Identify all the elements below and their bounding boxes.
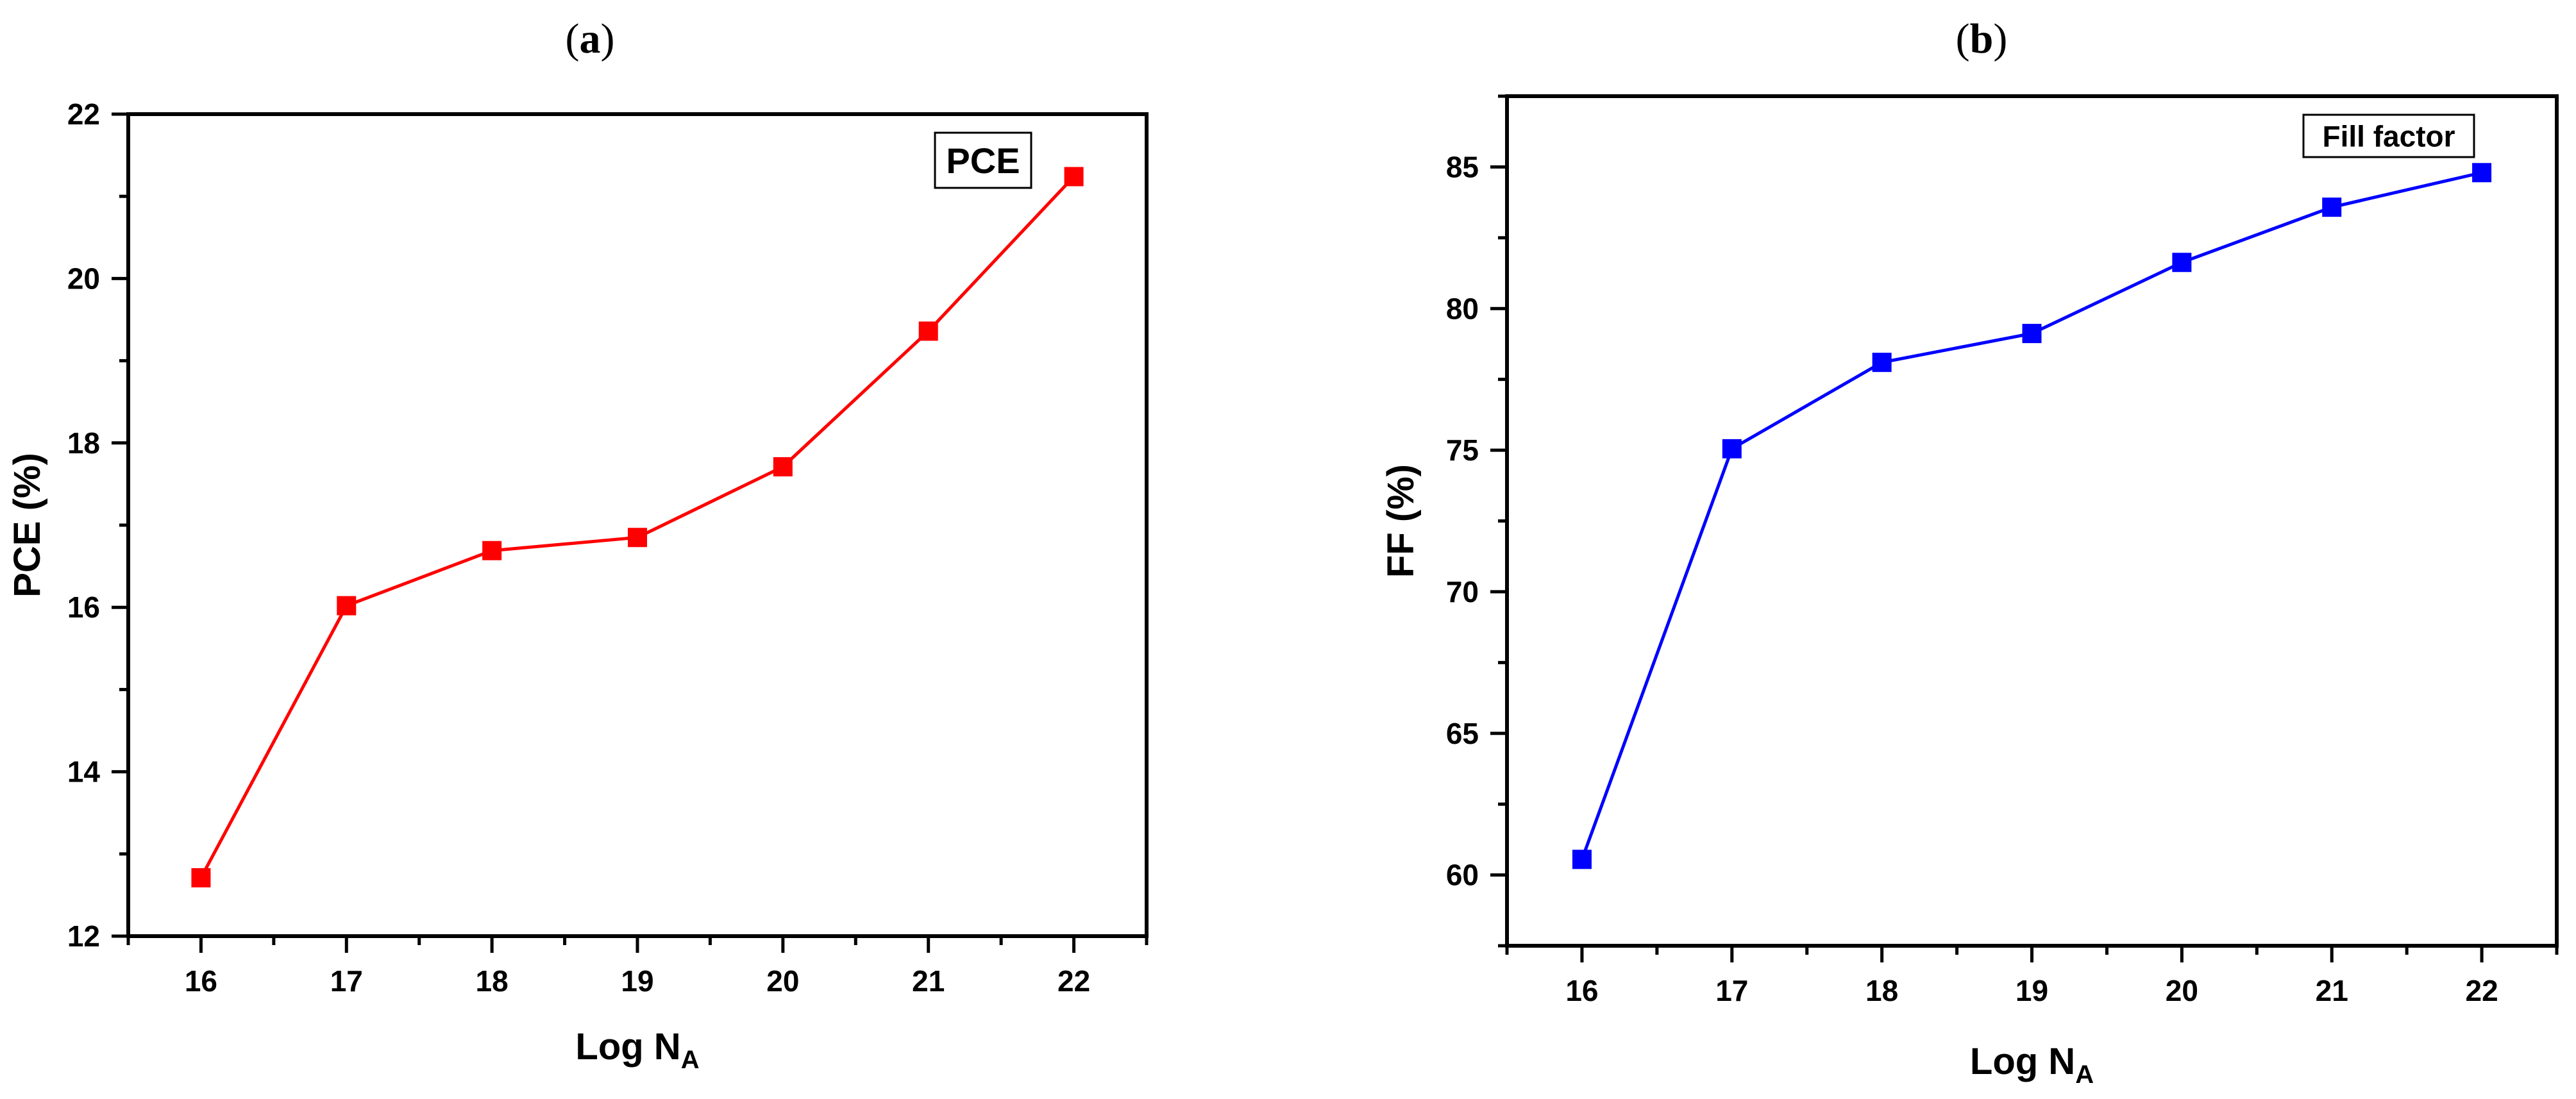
- panel-a-title: (a): [566, 15, 615, 62]
- y-tick-label-a-3: 18: [67, 426, 100, 460]
- x-tick-label-a-1: 17: [330, 964, 363, 998]
- chart-panel-b: (b) 16 17 18 19 20 21 22 60 65 70 75 80 85 Log NA FF (…: [1380, 15, 2559, 1089]
- data-point-b-2: [1872, 353, 1892, 373]
- y-tick-label-a-2: 16: [67, 591, 100, 624]
- panel-b-title: (b): [1956, 15, 2008, 62]
- x-tick-label-a-5: 21: [912, 964, 945, 998]
- x-tick-label-b-5: 21: [2316, 974, 2348, 1007]
- legend-label-b: Fill factor: [2322, 120, 2455, 153]
- y-tick-label-a-5: 22: [67, 97, 100, 131]
- plot-area-b: 16 17 18 19 20 21 22 60 65 70 75 80 85 Log NA FF (%) Fi…: [1380, 94, 2559, 1089]
- plot-area-a: 16 17 18 19 20 21 22 12 14 16 18 20 22 Log NA PCE (%) P…: [6, 97, 1149, 1074]
- y-tick-label-a-1: 14: [67, 755, 101, 789]
- x-tick-label-b-0: 16: [1565, 974, 1598, 1007]
- y-tick-label-b-1: 65: [1446, 717, 1479, 750]
- y-axis-title-a: PCE (%): [6, 453, 48, 598]
- data-point-a-5: [918, 321, 938, 341]
- legend-box-a: [934, 131, 1032, 189]
- data-point-b-6: [2472, 163, 2492, 183]
- x-axis-title-sub-b: A: [2075, 1061, 2094, 1089]
- legend-label-a: PCE: [946, 140, 1020, 181]
- data-point-a-2: [482, 541, 502, 560]
- x-tick-label-a-4: 20: [766, 964, 799, 998]
- x-axis-title-main-a: Log N: [575, 1026, 680, 1068]
- x-axis-title-b: Log NA: [1970, 1041, 2094, 1089]
- x-tick-label-b-6: 22: [2465, 974, 2498, 1007]
- x-tick-label-a-0: 16: [185, 964, 217, 998]
- panel-b-letter: b: [1970, 15, 1994, 62]
- y-tick-label-b-3: 75: [1446, 433, 1479, 467]
- data-point-a-4: [773, 457, 793, 476]
- x-tick-label-a-6: 22: [1057, 964, 1090, 998]
- panel-a-letter: a: [580, 15, 601, 62]
- y-tick-label-b-0: 60: [1446, 859, 1479, 892]
- y-tick-label-b-4: 80: [1446, 292, 1479, 325]
- y-tick-label-b-2: 70: [1446, 575, 1479, 608]
- data-point-b-0: [1572, 850, 1592, 869]
- data-point-a-0: [191, 868, 211, 887]
- series-line-a: [199, 175, 1075, 879]
- y-axis-title-b: FF (%): [1380, 464, 1422, 578]
- x-axis-title-sub-a: A: [681, 1046, 700, 1074]
- data-point-b-4: [2172, 253, 2192, 273]
- x-tick-label-a-3: 19: [621, 964, 653, 998]
- data-point-b-3: [2022, 324, 2042, 344]
- x-tick-label-b-4: 20: [2166, 974, 2198, 1007]
- x-tick-label-b-1: 17: [1715, 974, 1748, 1007]
- data-point-a-3: [628, 528, 647, 548]
- plot-frame-b: [1505, 94, 2559, 948]
- chart-panel-a: (a) 16 17 18 19 20 21 22 12 14 16 18 20 22 Log NA PCE …: [6, 15, 1149, 1074]
- x-axis-title-main-b: Log N: [1970, 1041, 2075, 1082]
- x-tick-label-a-2: 18: [476, 964, 509, 998]
- plot-frame-a: [126, 112, 1149, 938]
- x-tick-label-b-3: 19: [2016, 974, 2048, 1007]
- y-tick-label-b-5: 85: [1446, 150, 1479, 183]
- series-line-b: [1580, 171, 2482, 860]
- x-axis-title-a: Log NA: [575, 1026, 699, 1074]
- legend-box-b: [2302, 113, 2475, 158]
- y-tick-label-a-0: 12: [67, 919, 100, 953]
- data-point-b-1: [1722, 439, 1742, 458]
- x-tick-label-b-2: 18: [1865, 974, 1898, 1007]
- data-point-a-1: [337, 596, 357, 616]
- data-point-a-6: [1064, 167, 1084, 187]
- data-point-b-5: [2322, 197, 2342, 217]
- y-tick-label-a-4: 20: [67, 262, 100, 295]
